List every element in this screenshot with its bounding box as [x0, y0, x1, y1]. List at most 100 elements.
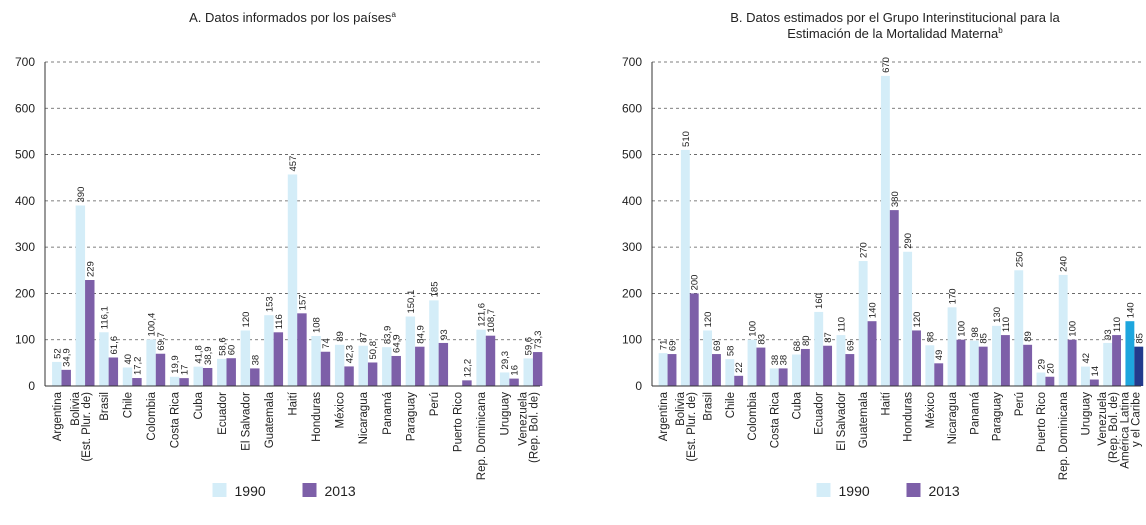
value-label: 49 — [934, 350, 945, 361]
bar — [814, 311, 824, 386]
chart-title: B. Datos estimados por el Grupo Interins… — [725, 10, 1065, 42]
bar — [992, 325, 1001, 386]
bar — [273, 332, 284, 386]
x-tick-label-line: Bolivia — [675, 391, 687, 425]
value-label: 64,9 — [392, 334, 403, 353]
x-tick-label-line: (Est. Plur. de) — [81, 392, 93, 462]
bar — [969, 340, 979, 386]
value-label: 89 — [335, 331, 346, 342]
bar — [132, 378, 142, 386]
value-label: 108 — [312, 317, 323, 333]
bar — [99, 332, 109, 386]
bar — [1089, 379, 1099, 386]
x-tick-label: Argentina — [658, 391, 670, 441]
bar — [523, 358, 533, 386]
value-label: 38 — [770, 355, 781, 366]
bar — [903, 251, 913, 386]
x-tick-label: Venezuela(Rep. Bol. de) — [518, 391, 541, 463]
x-tick-label-line: Bolivia — [70, 391, 82, 425]
value-label: 69 — [712, 340, 723, 351]
value-label: 390 — [76, 187, 87, 203]
bar — [956, 339, 966, 386]
x-tick-label-line: (Est. Plur. de) — [686, 392, 698, 462]
bar — [925, 345, 935, 386]
title-text: A. Datos informados por los países — [189, 10, 392, 25]
bar — [532, 352, 543, 386]
x-tick-label: El Salvador — [836, 392, 848, 451]
value-label: 250 — [1014, 251, 1025, 267]
x-tick-label: Honduras — [903, 392, 915, 442]
x-tick-label: Colombia — [747, 391, 759, 440]
value-label: 42,3 — [345, 345, 356, 364]
y-tick-label: 700 — [622, 55, 642, 69]
x-tick-label: Uruguay — [500, 392, 512, 436]
x-tick-label: Guatemala — [858, 391, 870, 448]
bar — [880, 75, 890, 386]
x-tick-label: Rep. Dominicana — [1058, 391, 1070, 480]
value-label: 59,6 — [524, 337, 535, 356]
bar — [264, 315, 274, 386]
x-tick-label: México — [335, 392, 347, 428]
bar — [202, 367, 213, 386]
x-tick-label: Costa Rica — [769, 391, 781, 448]
bar — [297, 313, 307, 386]
bar — [756, 347, 766, 386]
legend-swatch — [906, 483, 921, 497]
x-tick-label: El Salvador — [240, 392, 252, 451]
title-text: B. Datos estimados por el Grupo Interins… — [730, 10, 1060, 41]
bar — [1023, 344, 1033, 386]
value-label: 74 — [321, 338, 332, 349]
bar — [823, 345, 833, 386]
bar — [405, 316, 416, 386]
bar — [334, 344, 345, 386]
bar — [415, 346, 425, 386]
bar — [476, 329, 486, 386]
x-tick-label: Puerto Rico — [1036, 392, 1048, 452]
bar — [978, 346, 988, 386]
bar — [934, 363, 944, 386]
x-tick-label: Puerto Rico — [453, 392, 465, 452]
bar — [155, 353, 166, 386]
x-tick-label: Honduras — [311, 392, 323, 442]
value-label: 108,7 — [486, 309, 497, 333]
bar — [836, 335, 846, 386]
chart-title: A. Datos informados por los paísesa — [45, 10, 540, 26]
value-label: 380 — [890, 191, 901, 207]
x-tick-label: Brasil — [99, 392, 111, 421]
value-label: 98 — [970, 327, 981, 338]
value-label: 19,9 — [170, 355, 181, 374]
bar — [217, 358, 227, 386]
bar — [462, 380, 472, 386]
value-label: 457 — [288, 156, 299, 172]
x-tick-label: Venezuela(Rep. Bol. de) — [1097, 391, 1120, 463]
title-note: a — [391, 10, 396, 19]
value-label: 38 — [779, 355, 790, 366]
bar — [858, 261, 868, 386]
legend-swatch — [816, 483, 831, 497]
value-label: 140 — [1125, 302, 1136, 318]
bar — [1045, 376, 1055, 386]
bar — [499, 372, 510, 386]
bar — [1036, 372, 1046, 386]
y-tick-label: 0 — [635, 379, 642, 393]
bar — [250, 368, 260, 386]
y-tick-label: 600 — [622, 101, 642, 115]
value-label: 157 — [297, 294, 308, 310]
value-label: 121,6 — [477, 303, 488, 327]
bar — [778, 368, 788, 386]
bar — [52, 361, 62, 386]
y-tick-label: 500 — [15, 148, 35, 162]
value-label: 130 — [992, 307, 1003, 323]
bar — [429, 300, 439, 386]
bar — [382, 347, 392, 386]
value-label: 71 — [659, 340, 670, 351]
bar — [1103, 342, 1113, 386]
x-tick-label-line: (Rep. Bol. de) — [529, 392, 541, 463]
bar — [367, 362, 378, 386]
value-label: 38 — [250, 355, 261, 366]
bar — [75, 205, 86, 386]
value-label: 40 — [123, 354, 134, 365]
value-label: 52 — [52, 348, 63, 359]
x-tick-label: Ecuador — [814, 392, 826, 435]
